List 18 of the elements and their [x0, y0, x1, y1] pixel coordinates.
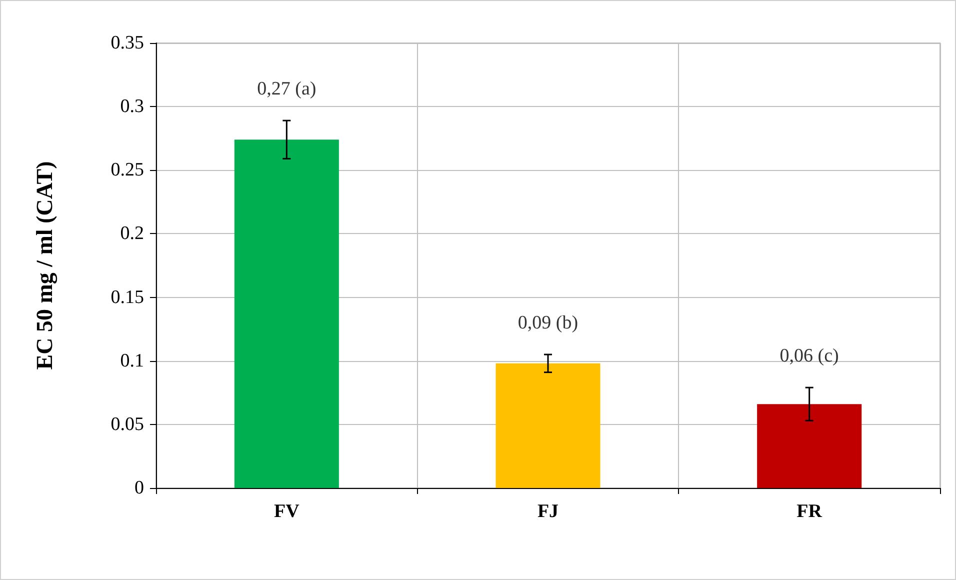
y-tick-label: 0.05 [110, 414, 144, 435]
bar [234, 140, 339, 488]
y-tick-label: 0.25 [110, 160, 144, 181]
annotation: 0,06 (c) [780, 346, 839, 367]
y-axis-title: EC 50 mg / ml (CAT) [32, 161, 58, 370]
x-tick-label: FJ [537, 501, 559, 522]
bar [496, 363, 600, 488]
annotation: 0,09 (b) [518, 312, 578, 334]
x-tick-label: FV [274, 501, 300, 522]
x-tick-label: FR [796, 501, 822, 522]
y-tick-label: 0.2 [120, 223, 144, 244]
annotation: 0,27 (a) [257, 78, 316, 100]
y-tick-label: 0.1 [120, 350, 144, 372]
y-tick-label: 0 [134, 478, 144, 498]
bar [757, 404, 862, 488]
y-tick-label: 0.35 [110, 32, 144, 54]
y-tick-label: 0.3 [120, 96, 144, 118]
y-tick-label: 0.15 [110, 286, 144, 308]
